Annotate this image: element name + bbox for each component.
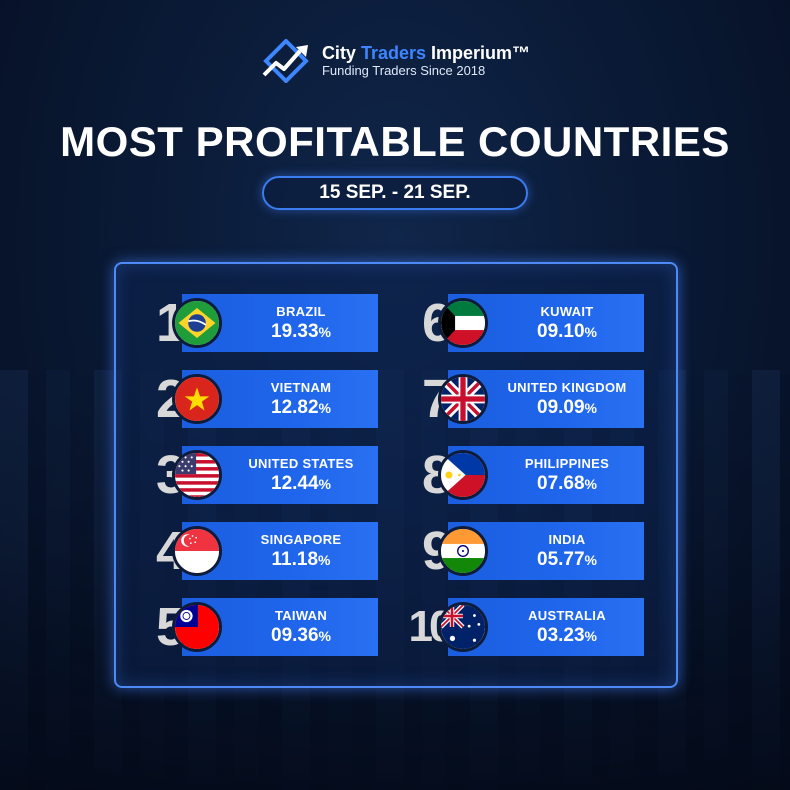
profit-percentage: 05.77% [537, 549, 597, 571]
ranking-row-singapore: 4 SINGAPORE 11.18% [146, 522, 378, 580]
ranking-info: BRAZIL 19.33% [224, 294, 378, 352]
country-name: BRAZIL [276, 303, 326, 319]
profit-value: 09.10 [537, 320, 585, 342]
brand-city: City [321, 42, 356, 63]
ranking-info: AUSTRALIA 03.23% [490, 598, 644, 656]
ranking-row-kuwait: 6 KUWAIT 09.10% [412, 294, 644, 352]
ranking-info: UNITED KINGDOM 09.09% [490, 370, 644, 428]
profit-percentage: 07.68% [537, 473, 597, 495]
profit-unit: % [584, 475, 597, 492]
uk-flag-icon [438, 374, 488, 424]
profit-percentage: 03.23% [537, 625, 597, 647]
brand-name: City Traders Imperium™ [321, 42, 531, 64]
brand-tagline: Funding Traders Since 2018 [321, 62, 486, 78]
profit-unit: % [318, 323, 331, 340]
country-name: UNITED KINGDOM [507, 379, 627, 395]
ranking-info: TAIWAN 09.36% [224, 598, 378, 656]
profit-value: 03.23 [537, 624, 585, 646]
date-range-text: 15 SEP. - 21 SEP. [319, 182, 471, 203]
profit-unit: % [584, 399, 597, 416]
profit-percentage: 09.09% [537, 397, 597, 419]
ranking-info: KUWAIT 09.10% [490, 294, 644, 352]
profit-percentage: 09.10% [537, 321, 597, 343]
profit-unit: % [318, 627, 331, 644]
ranking-info: PHILIPPINES 07.68% [490, 446, 644, 504]
ranking-info: SINGAPORE 11.18% [224, 522, 378, 580]
profit-value: 09.09 [537, 396, 585, 418]
country-name: INDIA [548, 531, 586, 547]
brand-traders: Traders [360, 42, 427, 63]
profit-unit: % [318, 399, 331, 416]
profit-percentage: 12.44% [271, 473, 331, 495]
profit-unit: % [584, 323, 597, 340]
profit-value: 07.68 [537, 472, 585, 494]
country-name: UNITED STATES [248, 455, 354, 471]
country-name: PHILIPPINES [524, 455, 610, 471]
profit-unit: % [584, 627, 597, 644]
country-name: TAIWAN [274, 607, 328, 623]
brand-header: City Traders Imperium™ Funding Traders S… [0, 36, 790, 86]
philippines-flag-icon [438, 450, 488, 500]
kuwait-flag-icon [438, 298, 488, 348]
ranking-info: INDIA 05.77% [490, 522, 644, 580]
ranking-row-vietnam: 2 VIETNAM 12.82% [146, 370, 378, 428]
usa-flag-icon [172, 450, 222, 500]
brand-imperium: Imperium™ [431, 42, 531, 63]
ranking-row-united-states: 3 UNITED STATES 12.44% [146, 446, 378, 504]
ranking-row-philippines: 8 PHILIPPINES 07.68% [412, 446, 644, 504]
country-name: KUWAIT [540, 303, 594, 319]
profit-percentage: 11.18% [272, 549, 331, 571]
country-name: VIETNAM [270, 379, 332, 395]
singapore-flag-icon [172, 526, 222, 576]
country-name: SINGAPORE [260, 531, 342, 547]
country-name: AUSTRALIA [528, 607, 606, 623]
profit-percentage: 19.33% [271, 321, 331, 343]
ranking-info: UNITED STATES 12.44% [224, 446, 378, 504]
vietnam-flag-icon [172, 374, 222, 424]
rankings-panel: 1 BRAZIL 19.33% 2 VIETNAM 12.82% 3 UNITED STATE… [114, 262, 678, 688]
profit-value: 05.77 [537, 548, 585, 570]
ranking-row-taiwan: 5 TAIWAN 09.36% [146, 598, 378, 656]
australia-flag-icon [438, 602, 488, 652]
profit-value: 12.82 [271, 396, 319, 418]
ranking-row-united-kingdom: 7 UNITED KINGDOM 09.09% [412, 370, 644, 428]
ranking-row-brazil: 1 BRAZIL 19.33% [146, 294, 378, 352]
profit-percentage: 09.36% [271, 625, 331, 647]
brazil-flag-icon [172, 298, 222, 348]
ranking-row-australia: 10 AUSTRALIA 03.23% [409, 598, 644, 656]
profit-value: 19.33 [271, 320, 319, 342]
logo-icon [262, 39, 309, 83]
profit-unit: % [318, 551, 331, 568]
page-title: MOST PROFITABLE COUNTRIES [60, 118, 730, 165]
profit-unit: % [584, 551, 597, 568]
profit-value: 12.44 [271, 472, 319, 494]
date-range-badge: 15 SEP. - 21 SEP. [262, 176, 528, 210]
profit-unit: % [318, 475, 331, 492]
taiwan-flag-icon [172, 602, 222, 652]
profit-value: 11.18 [271, 548, 319, 570]
ranking-row-india: 9 INDIA 05.77% [412, 522, 644, 580]
india-flag-icon [438, 526, 488, 576]
profit-percentage: 12.82% [271, 397, 331, 419]
ranking-info: VIETNAM 12.82% [224, 370, 378, 428]
profit-value: 09.36 [271, 624, 319, 646]
